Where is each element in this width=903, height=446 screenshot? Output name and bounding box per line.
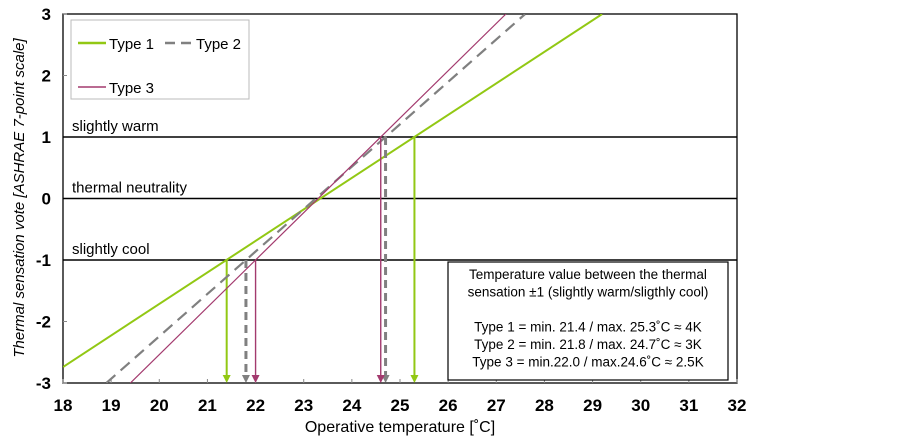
legend xyxy=(70,19,250,100)
annotation-text: Type 3 = min.22.0 / max.24.6˚C ≈ 2.5K xyxy=(472,355,703,370)
reference-line-label: slightly warm xyxy=(72,118,159,135)
arrow-head xyxy=(222,375,231,383)
x-tick-label: 32 xyxy=(728,396,747,415)
series-line-2 xyxy=(105,14,526,383)
x-tick-label: 28 xyxy=(535,396,554,415)
x-tick-label: 21 xyxy=(198,396,217,415)
series-line-3 xyxy=(129,14,507,383)
x-tick-label: 26 xyxy=(439,396,458,415)
annotation-text: Temperature value between the thermal xyxy=(469,267,707,282)
x-tick-label: 24 xyxy=(342,396,361,415)
y-tick-label: 1 xyxy=(42,128,51,147)
annotation-text: sensation ±1 (slightly warm/sligthly coo… xyxy=(468,285,709,300)
y-tick-label: -3 xyxy=(36,374,51,393)
x-tick-label: 19 xyxy=(102,396,121,415)
y-tick-label: 0 xyxy=(42,190,51,209)
x-tick-label: 22 xyxy=(246,396,265,415)
x-tick-label: 25 xyxy=(391,396,410,415)
x-tick-label: 30 xyxy=(631,396,650,415)
annotation-box xyxy=(447,261,729,381)
annotation-text: Type 1 = min. 21.4 / max. 25.3˚C ≈ 4K xyxy=(474,320,702,335)
y-axis-label: Thermal sensation vote [ASHRAE 7-point s… xyxy=(11,38,28,358)
legend-label: Type 2 xyxy=(196,36,241,53)
x-tick-label: 29 xyxy=(583,396,602,415)
arrow-head xyxy=(241,375,250,383)
x-tick-label: 31 xyxy=(679,396,698,415)
x-tick-label: 27 xyxy=(487,396,506,415)
x-tick-label: 20 xyxy=(150,396,169,415)
series-line-1 xyxy=(63,14,603,368)
legend-label: Type 3 xyxy=(109,80,154,97)
y-tick-label: 2 xyxy=(42,67,51,86)
annotation-text: Type 2 = min. 21.8 / max. 24.7˚C ≈ 3K xyxy=(474,337,702,352)
arrow-head xyxy=(376,375,385,383)
x-tick-label: 23 xyxy=(294,396,313,415)
x-tick-label: 18 xyxy=(54,396,73,415)
arrow-head xyxy=(251,375,260,383)
x-axis-label: Operative temperature [˚C] xyxy=(305,419,495,436)
y-tick-label: -1 xyxy=(36,251,51,270)
reference-line-label: thermal neutrality xyxy=(72,180,188,197)
legend-label: Type 1 xyxy=(109,36,154,53)
y-tick-label: -2 xyxy=(36,313,51,332)
arrow-head xyxy=(410,375,419,383)
reference-line-label: slightly cool xyxy=(72,241,150,258)
y-tick-label: 3 xyxy=(42,5,51,24)
